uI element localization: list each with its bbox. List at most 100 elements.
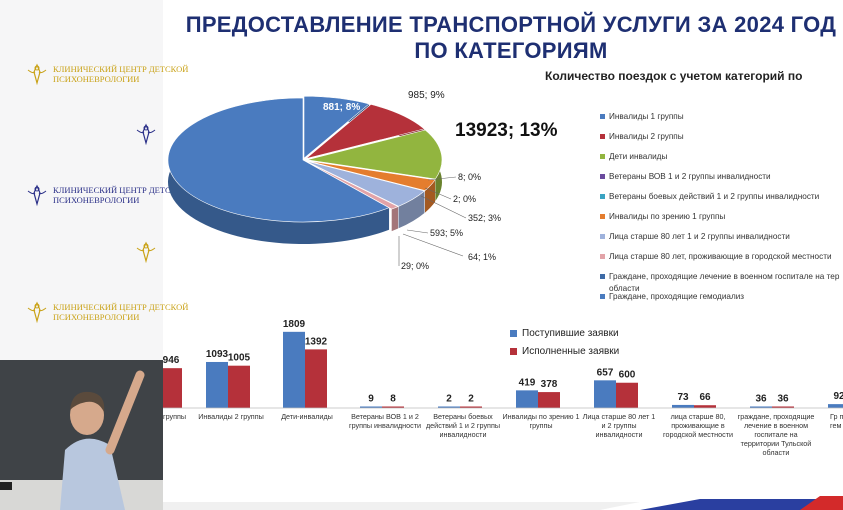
bar-category-label: Гр про гем [830,412,843,430]
footer-stripe [163,496,843,510]
bar-value-label: 92 [833,391,843,402]
pie-leader-line [402,233,464,257]
bar [538,392,560,408]
legend-item: Граждане, проходящие гемодиализ [600,292,843,302]
legend-item: Инвалиды по зрению 1 группы [600,212,843,222]
legend-swatch [600,114,605,119]
bar [750,406,772,408]
presenter-image [0,360,163,510]
pie-slice-side [391,206,399,232]
bar-value-label: 73 [677,392,689,403]
bar-value-label: 657 [597,367,614,378]
legend-label: области [609,284,640,293]
legend-item: Ветераны ВОВ 1 и 2 группы инвалидности [600,172,843,182]
bar [382,406,404,408]
clinic-logo-small-gold-icon [136,241,156,264]
legend-swatch [600,174,605,179]
logo-text-line2: ПСИХОНЕВРОЛОГИИ [53,195,140,205]
legend-swatch [600,194,605,199]
legend-label: Ветераны боевых действий 1 и 2 группы ин… [609,192,820,201]
bar-category-label: лица старше 80, проживающие в городской … [662,412,733,439]
legend-label: Лица старше 80 лет, проживающие в городс… [609,252,832,261]
pie-slice [305,161,399,210]
bar-value-label: 66 [699,392,711,403]
logo-text-line1: КЛИНИЧЕСКИЙ ЦЕНТР ДЕТСКОЙ [53,302,189,312]
bar-chart: 946 1093 1005 1809 1392 9 8 2 2 419 378 657 600 73 66 3… [160,319,843,409]
legend-swatch [600,234,605,239]
bar-value-label: 9 [368,394,374,405]
bar-value-label: 36 [777,393,789,404]
pie-slice [306,160,426,207]
bar [772,406,794,408]
bar-legend-item: Поступившие заявки [510,324,619,342]
legend-item: Лица старше 80 лет, проживающие в городс… [600,252,843,262]
bar-category-label: Инвалиды 2 группы [198,412,264,421]
logo-text-line1: КЛИНИЧЕСКИЙ ЦЕНТР ДЕТСКОЙ [53,64,189,74]
legend-label: Лица старше 80 лет 1 и 2 группы инвалидн… [609,232,790,241]
clinic-logo-gold-2-icon [27,301,47,324]
bar-legend: Поступившие заявки Исполненные заявки [510,324,619,360]
clinic-logo-small-icon [136,123,156,146]
legend-item: области [600,284,843,294]
pie-slice [305,104,425,160]
legend-swatch [600,254,605,259]
clinic-logo-gold-2: КЛИНИЧЕСКИЙ ЦЕНТР ДЕТСКОЙ ПСИХОНЕВРОЛОГИ… [24,300,188,324]
bar [694,405,716,408]
pie-data-label: 64; 1% [468,252,496,262]
bar-category-label: Дети-инвалиды [281,412,333,421]
presenter-video [0,360,163,510]
legend-label: Граждане, проходящие лечение в военном г… [609,272,840,281]
clinic-logo-navy-icon [27,184,47,207]
pie-data-label: 8; 0% [458,172,481,182]
pie-leader-line [420,195,467,219]
bar-value-label: 378 [541,379,558,390]
legend-item: Граждане, проходящие лечение в военном г… [600,272,843,282]
bar [305,349,327,408]
bar [516,390,538,408]
pie-chart-title: Количество поездок с учетом категорий по [545,69,803,83]
legend-label: Инвалиды 2 группы [609,132,684,141]
legend-swatch [600,274,605,279]
pie-leader-line [406,229,429,234]
legend-item: Ветераны боевых действий 1 и 2 группы ин… [600,192,843,202]
bar-value-label: 419 [519,377,536,388]
clinic-logo-navy: КЛИНИЧЕСКИЙ ЦЕНТР ДЕТСКОЙ ПСИХОНЕВРОЛОГИ… [24,183,188,207]
logo-text-line1: КЛИНИЧЕСКИЙ ЦЕНТР ДЕТСКОЙ [53,185,189,195]
pie-slice [167,97,390,223]
bar [438,406,460,408]
legend-item: Лица старше 80 лет 1 и 2 группы инвалидн… [600,232,843,242]
legend-swatch [600,134,605,139]
legend-label: Инвалиды по зрению 1 группы [609,212,726,221]
pie-data-label: 29; 0% [401,261,429,271]
title-line-2: ПО КАТЕГОРИЯМ [414,38,608,63]
pie-slice-side [398,190,425,229]
bar-value-label: 1392 [305,336,328,347]
pie-slice [306,160,436,191]
bar-value-label: 2 [446,394,452,405]
bar-value-label: 1809 [283,319,306,330]
pie-data-label: 985; 9% [408,90,445,101]
bar-category-label: Лица старше 80 лет 1 и 2 группы инвалидн… [582,412,656,439]
pie-data-label: 593; 5% [430,228,463,238]
bar-value-label: 1005 [228,353,251,364]
pie-leader-line [427,176,457,181]
bar [460,406,482,408]
bar-category-labels: группы Инвалиды 2 группы Дети-инвалиды Вете… [0,412,843,472]
bar-value-label: 36 [755,393,767,404]
pie-slice-side [424,179,436,213]
pie-data-label: 881; 8% [323,102,360,113]
pie-slice [303,95,370,159]
pie-data-label: 352; 3% [468,213,501,223]
bar-value-label: 946 [163,355,180,366]
clinic-logo: КЛИНИЧЕСКИЙ ЦЕНТР ДЕТСКОЙ ПСИХОНЕВРОЛОГИ… [24,62,188,86]
legend-swatch [600,294,605,299]
bar-value-label: 1093 [206,349,229,360]
legend-swatch [600,154,605,159]
pie-chart: 881; 8% 985; 9% 13923; 13% 8; 0% 2; 0% 352; 3… [167,90,558,271]
legend-label: Дети инвалиды [609,152,668,161]
title-line-1: ПРЕДОСТАВЛЕНИЕ ТРАНСПОРТНОЙ УСЛУГИ ЗА 20… [185,12,837,37]
bar [616,382,638,408]
legend-label: Инвалиды 1 группы [609,112,684,121]
legend-label: Ветераны ВОВ 1 и 2 группы инвалидности [609,172,771,181]
